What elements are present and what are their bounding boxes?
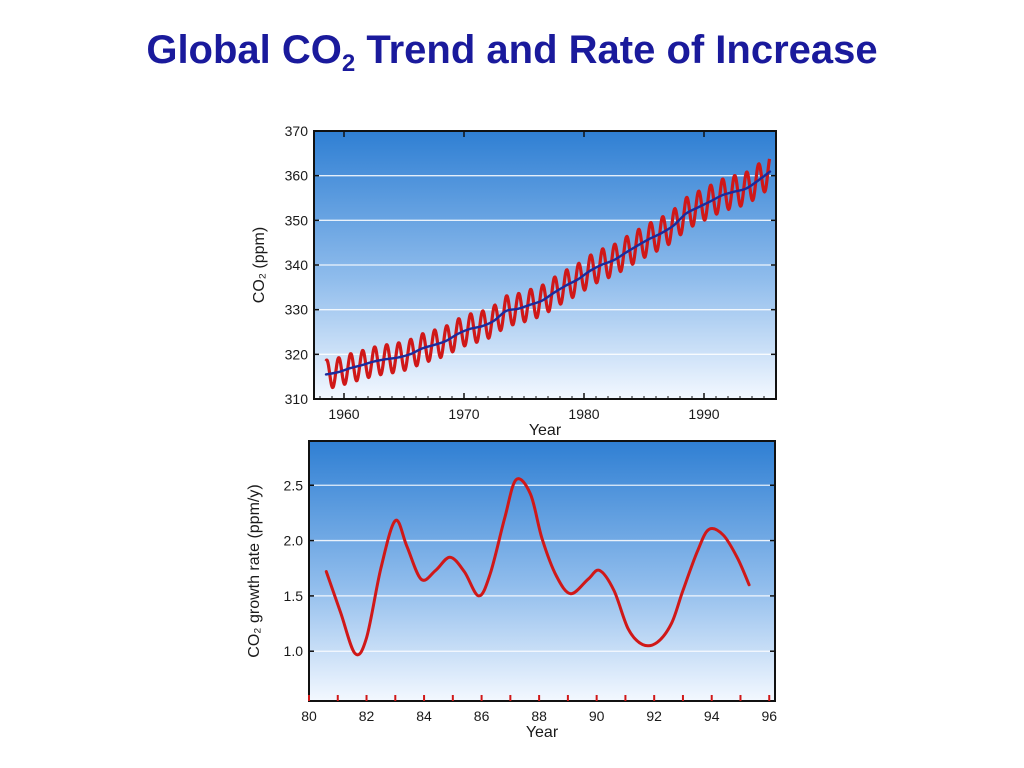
y-axis-title: CO₂ (ppm) bbox=[251, 227, 268, 303]
title-main: Global CO bbox=[146, 28, 342, 72]
x-tick-label: 1980 bbox=[568, 406, 599, 422]
y-axis-title: CO₂ growth rate (ppm/y) bbox=[246, 484, 263, 657]
y-tick-label: 310 bbox=[285, 391, 309, 407]
plot-background bbox=[309, 441, 775, 701]
y-tick-label: 370 bbox=[285, 123, 309, 139]
x-tick-label: 88 bbox=[531, 708, 547, 724]
title-rest: Trend and Rate of Increase bbox=[355, 28, 878, 72]
title-subscript: 2 bbox=[341, 50, 356, 77]
y-tick-label: 2.0 bbox=[284, 533, 304, 549]
series-growth-rate-line bbox=[324, 477, 751, 657]
x-tick-label: 84 bbox=[416, 708, 432, 724]
x-tick-label: 96 bbox=[761, 708, 777, 724]
x-tick-label: 1970 bbox=[448, 406, 479, 422]
y-tick-label: 350 bbox=[285, 212, 309, 228]
plot-frame bbox=[308, 440, 776, 702]
x-tick-label: 80 bbox=[301, 708, 317, 724]
x-tick-label: 90 bbox=[589, 708, 605, 724]
co2-growth-rate-chart: 1.0 1.5 2.0 2.5 80 82 84 86 88 90 92 94 96 Year CO₂ gr… bbox=[246, 440, 777, 741]
y-tick-label: 340 bbox=[285, 257, 309, 273]
x-tick-label: 86 bbox=[474, 708, 490, 724]
y-tick-label: 1.5 bbox=[284, 588, 304, 604]
x-tick-label: 82 bbox=[359, 708, 375, 724]
y-tick-label: 330 bbox=[285, 302, 309, 318]
y-tick-label: 2.5 bbox=[284, 477, 304, 493]
x-tick-label: 94 bbox=[704, 708, 720, 724]
y-tick-label: 1.0 bbox=[284, 643, 304, 659]
y-tick-label: 320 bbox=[285, 346, 309, 362]
y-tick-label: 360 bbox=[285, 168, 309, 184]
slide-title: Global CO2 Trend and Rate of Increase bbox=[0, 28, 1024, 78]
series-trend-line bbox=[324, 170, 772, 376]
co2-trend-chart: 310 320 330 340 350 360 370 1960 1970 1980 1990 Yea… bbox=[251, 123, 777, 439]
x-tick-label: 1990 bbox=[688, 406, 719, 422]
x-tick-label: 1960 bbox=[328, 406, 359, 422]
x-tick-label: 92 bbox=[646, 708, 662, 724]
x-axis-title: Year bbox=[526, 724, 559, 741]
x-axis-title: Year bbox=[529, 422, 562, 439]
